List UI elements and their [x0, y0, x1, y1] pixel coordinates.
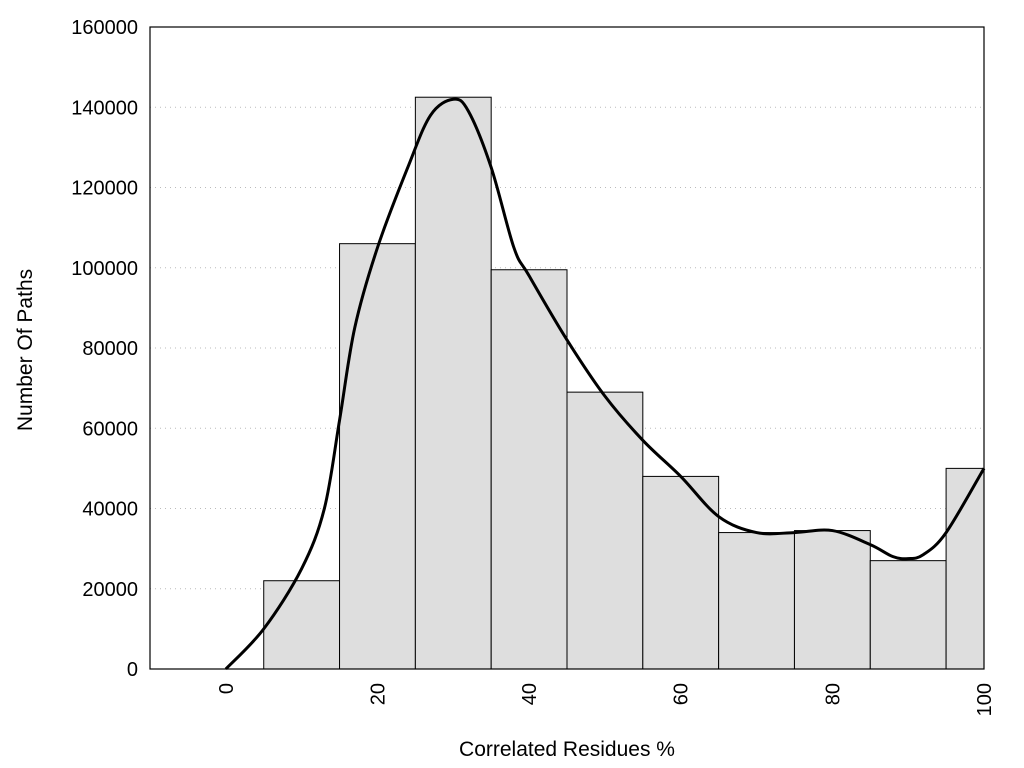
x-tick-label: 60: [671, 683, 693, 705]
y-axis-label: Number Of Paths: [14, 269, 37, 431]
density-curve-layer: [224, 97, 986, 671]
y-tick-label: 40000: [82, 499, 138, 521]
y-tick-label: 60000: [82, 418, 138, 440]
x-tick-label: 0: [216, 683, 238, 694]
y-axis-ticks: 0 20000 40000 60000 80000 100000 120000 140000 1…: [71, 17, 138, 681]
histogram-bar: [414, 96, 492, 670]
histogram-bar: [263, 580, 341, 670]
histogram-bars: [263, 96, 985, 670]
histogram-bar: [869, 560, 947, 670]
density-curve: [224, 97, 986, 671]
histogram-bar: [945, 467, 985, 670]
histogram-bar: [490, 269, 568, 670]
y-tick-label: 140000: [71, 97, 138, 119]
histogram-bar: [339, 243, 416, 670]
y-tick-label: 160000: [71, 17, 138, 39]
x-tick-label: 80: [822, 683, 844, 705]
x-tick-label: 40: [519, 683, 541, 705]
plot-frame: [149, 26, 985, 670]
x-axis-label: Correlated Residues %: [459, 738, 675, 761]
y-tick-label: 80000: [82, 338, 138, 360]
y-tick-label: 100000: [71, 258, 138, 280]
histogram-bar: [566, 391, 644, 670]
y-tick-label: 120000: [71, 178, 138, 200]
x-tick-label: 100: [974, 683, 996, 716]
x-axis-ticks: 0 20 40 60 80 100: [216, 683, 996, 716]
histogram-bar: [718, 532, 795, 670]
y-tick-label: 20000: [82, 579, 138, 601]
histogram-bar: [642, 475, 720, 670]
x-tick-label: 20: [367, 683, 389, 705]
y-tick-label: 0: [127, 659, 138, 681]
histogram-bar: [793, 530, 871, 670]
